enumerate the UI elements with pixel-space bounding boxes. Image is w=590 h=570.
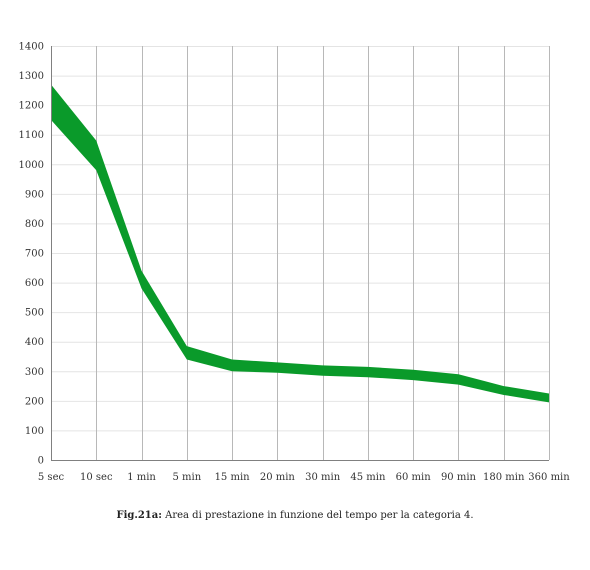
x-tick-label: 180 min [483,472,525,483]
y-tick-label: 900 [25,189,44,200]
caption-text: Area di prestazione in funzione del temp… [161,510,474,521]
x-tick-label: 15 min [215,472,251,483]
x-tick-label: 45 min [350,472,386,483]
y-tick-label: 1200 [19,101,44,112]
y-tick-label: 1100 [19,130,44,141]
band-chart: 0 100 200 300 400 500 600 700 800 900 1000 1100 1200… [19,42,571,484]
x-tick-label: 360 min [528,472,570,483]
y-tick-label: 400 [25,337,44,348]
y-tick-label: 0 [38,456,44,467]
x-tick-label: 10 sec [80,472,113,483]
x-tick-label: 60 min [396,472,432,483]
y-axis-ticks: 0 100 200 300 400 500 600 700 800 900 1000 1100 1200… [19,42,44,467]
y-tick-label: 200 [25,396,44,407]
x-tick-label: 5 min [172,472,201,483]
performance-band [51,84,549,403]
y-tick-label: 600 [25,278,44,289]
plot-area [51,84,549,403]
figure-caption: Fig.21a: Area di prestazione in funzione… [0,510,590,521]
y-tick-label: 100 [25,426,44,437]
y-tick-label: 1300 [19,71,44,82]
y-tick-label: 1400 [19,42,44,53]
x-axis-ticks: 5 sec 10 sec 1 min 5 min 15 min 20 min 30 min 4… [38,472,570,483]
y-tick-label: 500 [25,308,44,319]
x-tick-label: 30 min [305,472,341,483]
x-tick-label: 20 min [260,472,296,483]
y-tick-label: 700 [25,249,44,260]
y-tick-label: 1000 [19,160,44,171]
x-tick-label: 90 min [441,472,477,483]
y-tick-label: 300 [25,367,44,378]
x-tick-label: 5 sec [38,472,65,483]
y-tick-label: 800 [25,219,44,230]
caption-label: Fig.21a: [116,510,162,521]
axes [51,46,549,461]
x-tick-label: 1 min [127,472,156,483]
grid [51,46,550,461]
